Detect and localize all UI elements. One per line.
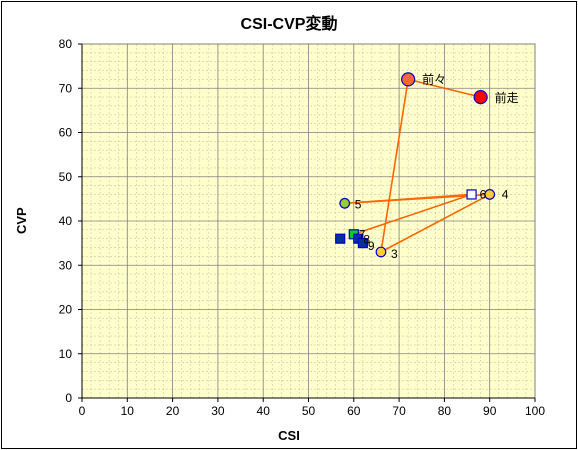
data-point-label: 4 [502, 187, 509, 201]
data-point-label: 8 [363, 233, 370, 247]
y-tick-label: 20 [59, 303, 73, 317]
data-point-marker [401, 72, 416, 87]
y-tick-label: 50 [59, 170, 73, 184]
data-point-marker [335, 233, 346, 244]
data-point-marker [466, 189, 477, 200]
data-point-label: 7 [359, 227, 366, 241]
y-tick-label: 0 [65, 391, 72, 405]
y-tick-label: 10 [59, 347, 73, 361]
data-point-marker [357, 238, 368, 249]
chart-title: CSI-CVP変動 [240, 16, 338, 33]
data-point-marker [339, 197, 351, 209]
x-tick-label: 20 [166, 404, 180, 418]
x-tick-label: 60 [347, 404, 361, 418]
data-point-marker [473, 89, 488, 105]
x-tick-label: 70 [392, 404, 406, 418]
x-tick-label: 10 [121, 404, 135, 418]
x-tick-label: 0 [79, 404, 86, 418]
data-point-label: 3 [391, 247, 398, 261]
data-point-label: 前々 [422, 71, 446, 86]
x-tick-label: 50 [302, 404, 316, 418]
data-point-label: 9 [368, 239, 375, 253]
x-tick-label: 90 [483, 404, 497, 418]
x-axis-label: CSI [278, 428, 300, 443]
y-tick-label: 80 [59, 37, 73, 51]
data-point-marker [484, 189, 496, 200]
x-tick-label: 80 [438, 404, 452, 418]
data-point-label: 5 [355, 197, 362, 211]
data-point-marker [375, 246, 387, 258]
y-tick-label: 30 [59, 258, 73, 272]
data-point-label: 前走 [495, 90, 519, 105]
x-tick-label: 100 [525, 404, 545, 418]
data-point-label: 6 [480, 187, 487, 201]
y-tick-label: 40 [59, 214, 73, 228]
y-tick-label: 70 [59, 81, 73, 95]
x-tick-label: 40 [257, 404, 271, 418]
y-tick-label: 60 [59, 126, 73, 140]
x-tick-label: 30 [211, 404, 225, 418]
